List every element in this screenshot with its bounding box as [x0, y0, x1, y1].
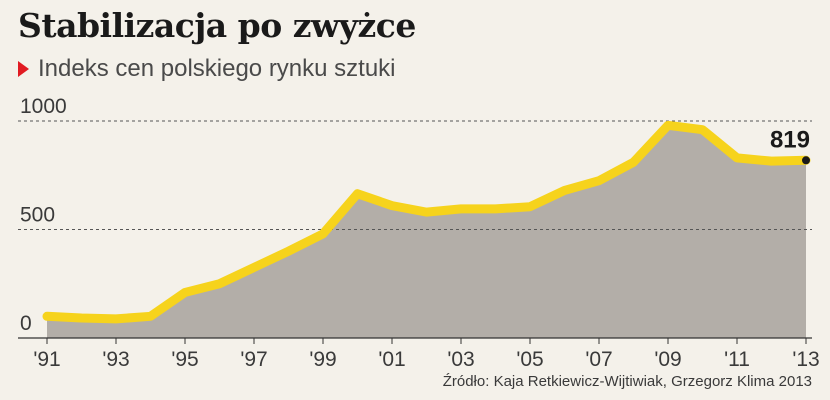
x-tick-label: '11: [724, 348, 750, 371]
data-point: [81, 317, 82, 319]
series-area: [47, 125, 806, 338]
data-point: [460, 208, 462, 210]
data-point: [633, 161, 634, 163]
y-tick-label: 1000: [20, 95, 67, 118]
data-point: [253, 266, 255, 268]
red-triangle-icon: [18, 61, 29, 77]
data-point: [391, 205, 393, 207]
x-tick-label: '95: [171, 348, 198, 371]
x-tick-label: '99: [309, 348, 336, 371]
data-point: [736, 157, 738, 159]
chart-subtitle: Indeks cen polskiego rynku sztuki: [18, 55, 396, 83]
data-point: [219, 283, 220, 285]
x-tick-label: '03: [447, 348, 474, 371]
data-point: [529, 206, 531, 208]
x-tick-label: '13: [792, 348, 819, 371]
data-point: [495, 208, 496, 210]
data-point: [322, 233, 324, 235]
x-tick-label: '97: [240, 348, 267, 371]
data-point: [426, 211, 427, 213]
x-tick-label: '01: [378, 348, 405, 371]
x-tick-label: '09: [654, 348, 681, 371]
data-point: [771, 160, 772, 162]
data-point: [564, 189, 565, 191]
x-tick-label: '93: [102, 348, 129, 371]
data-point: [184, 291, 186, 293]
chart-source: Źródło: Kaja Retkiewicz-Wijtiwiak, Grzeg…: [442, 373, 812, 390]
data-point: [150, 315, 151, 317]
x-tick-label: '07: [585, 348, 612, 371]
x-tick-label: '91: [33, 348, 60, 371]
y-tick-label: 0: [20, 312, 32, 335]
data-point: [598, 180, 600, 182]
y-tick-label: 500: [20, 204, 55, 227]
chart-title: Stabilizacja po zwyżce: [18, 6, 416, 45]
end-value-marker: [802, 156, 810, 165]
data-point: [46, 315, 48, 317]
x-tick-label: '05: [516, 348, 543, 371]
chart-subtitle-text: Indeks cen polskiego rynku sztuki: [38, 55, 396, 82]
data-point: [288, 250, 289, 252]
end-value-label: 819: [770, 126, 810, 153]
data-point: [357, 193, 358, 195]
data-point: [115, 318, 117, 320]
data-point: [667, 124, 669, 126]
data-point: [702, 129, 703, 131]
